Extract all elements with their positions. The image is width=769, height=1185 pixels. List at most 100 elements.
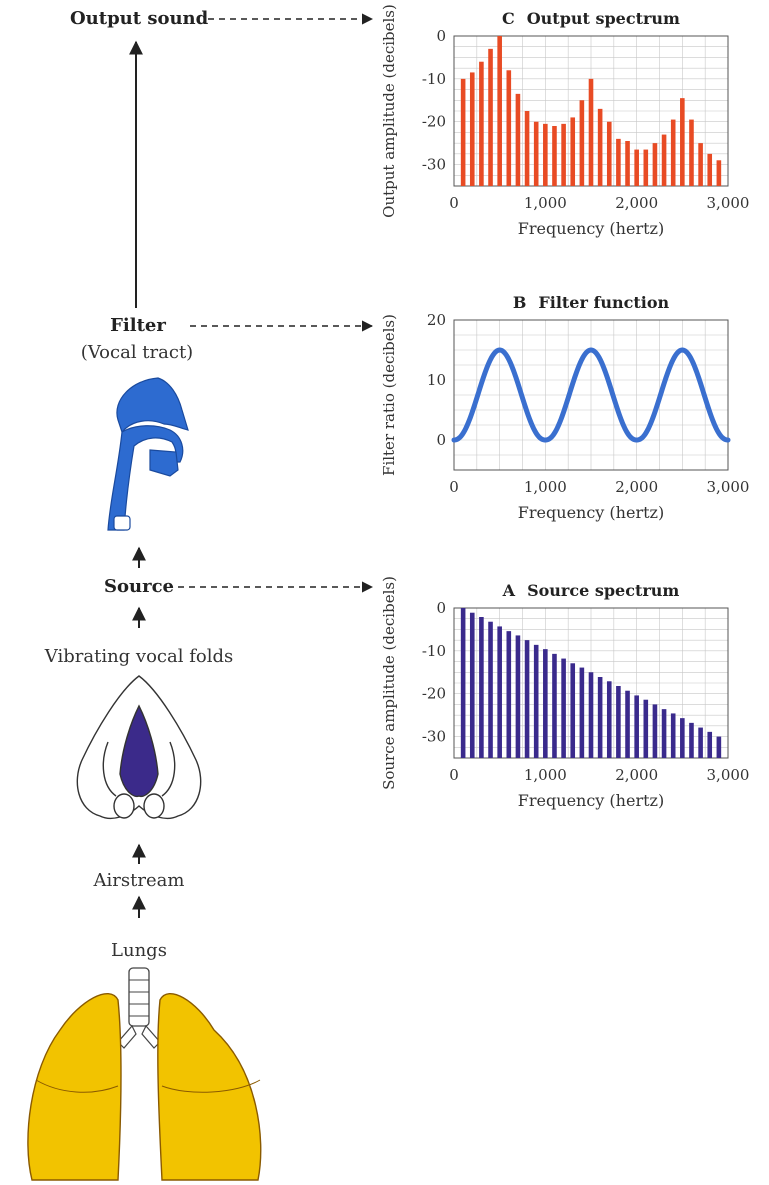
x-tick-label: 1,000	[524, 478, 567, 496]
bar	[515, 635, 521, 758]
vocal-tract-illustration	[107, 377, 189, 531]
bar	[479, 617, 484, 758]
plot-frame	[453, 319, 729, 471]
vocal-tract-label: (Vocal tract)	[80, 342, 194, 363]
bar	[643, 699, 649, 758]
bar	[588, 78, 594, 186]
bar	[506, 70, 512, 186]
bar	[597, 108, 603, 186]
chart-title-text: Filter function	[538, 293, 669, 312]
bar	[488, 621, 493, 758]
chart-letter: A	[502, 581, 516, 600]
y-tick-label: -30	[422, 156, 446, 174]
bar	[533, 644, 539, 758]
y-tick-label: -10	[422, 642, 446, 660]
bar	[515, 93, 521, 186]
bar	[588, 672, 594, 758]
source-label: Source	[104, 576, 174, 597]
y-tick-label: -30	[422, 728, 446, 746]
bar	[689, 119, 694, 186]
chart-title: C Output spectrum	[502, 9, 680, 28]
bar	[707, 153, 713, 186]
filter-label: Filter	[110, 315, 166, 336]
bar	[460, 608, 466, 758]
bar	[698, 727, 703, 758]
x-axis-label: Frequency (hertz)	[518, 503, 664, 522]
bar	[698, 143, 703, 186]
chart-title-text: Output spectrum	[527, 9, 680, 28]
vibrating-folds-label: Vibrating vocal folds	[44, 646, 234, 667]
chart-title-text: Source spectrum	[527, 581, 679, 600]
bar	[579, 100, 585, 186]
bar	[716, 736, 722, 758]
filter-curve	[451, 347, 731, 443]
bar	[469, 612, 475, 758]
bar	[716, 160, 722, 186]
bar	[606, 121, 612, 186]
bar	[643, 149, 649, 186]
y-tick-label: 0	[436, 27, 446, 45]
chart-letter: C	[502, 9, 515, 28]
bar	[625, 690, 630, 758]
bar	[680, 98, 685, 186]
output-sound-label: Output sound	[70, 8, 209, 29]
x-tick-label: 0	[449, 766, 459, 784]
x-tick-label: 3,000	[707, 766, 750, 784]
bar	[561, 658, 566, 758]
y-tick-label: 0	[436, 599, 446, 617]
bar	[543, 123, 548, 186]
bar	[652, 143, 658, 186]
bar	[634, 695, 639, 758]
source-spectrum-chart: A Source spectrum 0 -10 -20 -30 0 1,000 2,000 3,0…	[380, 576, 750, 810]
bar	[552, 126, 557, 186]
x-tick-label: 3,000	[707, 478, 750, 496]
bar	[689, 722, 694, 758]
bar	[561, 123, 566, 186]
y-tick-label: -10	[422, 70, 446, 88]
chart-title: A Source spectrum	[502, 581, 680, 600]
bar	[506, 631, 512, 758]
bar	[597, 677, 603, 758]
bar	[616, 686, 621, 758]
bar	[479, 61, 484, 186]
output-spectrum-chart: C Output spectrum 0 -10 -20 -30 0 1,000 2,000 3,0…	[380, 4, 749, 238]
bar	[670, 713, 676, 758]
y-tick-label: 0	[436, 431, 446, 449]
y-axis-label: Filter ratio (decibels)	[380, 314, 398, 476]
y-tick-label: -20	[422, 113, 446, 131]
bar	[579, 667, 585, 758]
bar	[524, 111, 530, 186]
bar	[533, 121, 539, 186]
y-axis-label: Source amplitude (decibels)	[380, 576, 398, 790]
bar	[488, 48, 493, 186]
bar	[625, 141, 630, 186]
y-tick-label: 20	[427, 311, 446, 329]
x-tick-label: 1,000	[524, 194, 567, 212]
bar	[570, 117, 576, 186]
bar	[497, 36, 502, 186]
bar	[552, 653, 557, 758]
chart-letter: B	[513, 293, 527, 312]
bar	[707, 731, 713, 758]
bar	[460, 78, 466, 186]
x-tick-label: 2,000	[615, 194, 658, 212]
bar	[570, 663, 576, 758]
x-axis-label: Frequency (hertz)	[518, 219, 664, 238]
x-tick-label: 1,000	[524, 766, 567, 784]
y-axis-label: Output amplitude (decibels)	[380, 4, 398, 218]
bar	[634, 149, 639, 186]
bar	[652, 704, 658, 758]
bar	[497, 626, 502, 758]
x-tick-label: 0	[449, 194, 459, 212]
chart-title: B Filter function	[513, 293, 670, 312]
bar	[670, 119, 676, 186]
bar	[680, 718, 685, 758]
bar	[661, 134, 667, 186]
bar	[606, 681, 612, 758]
bar	[661, 709, 667, 758]
y-tick-label: 10	[427, 371, 446, 389]
lungs-illustration	[27, 967, 262, 1181]
bar	[469, 72, 475, 186]
bar	[524, 640, 530, 758]
